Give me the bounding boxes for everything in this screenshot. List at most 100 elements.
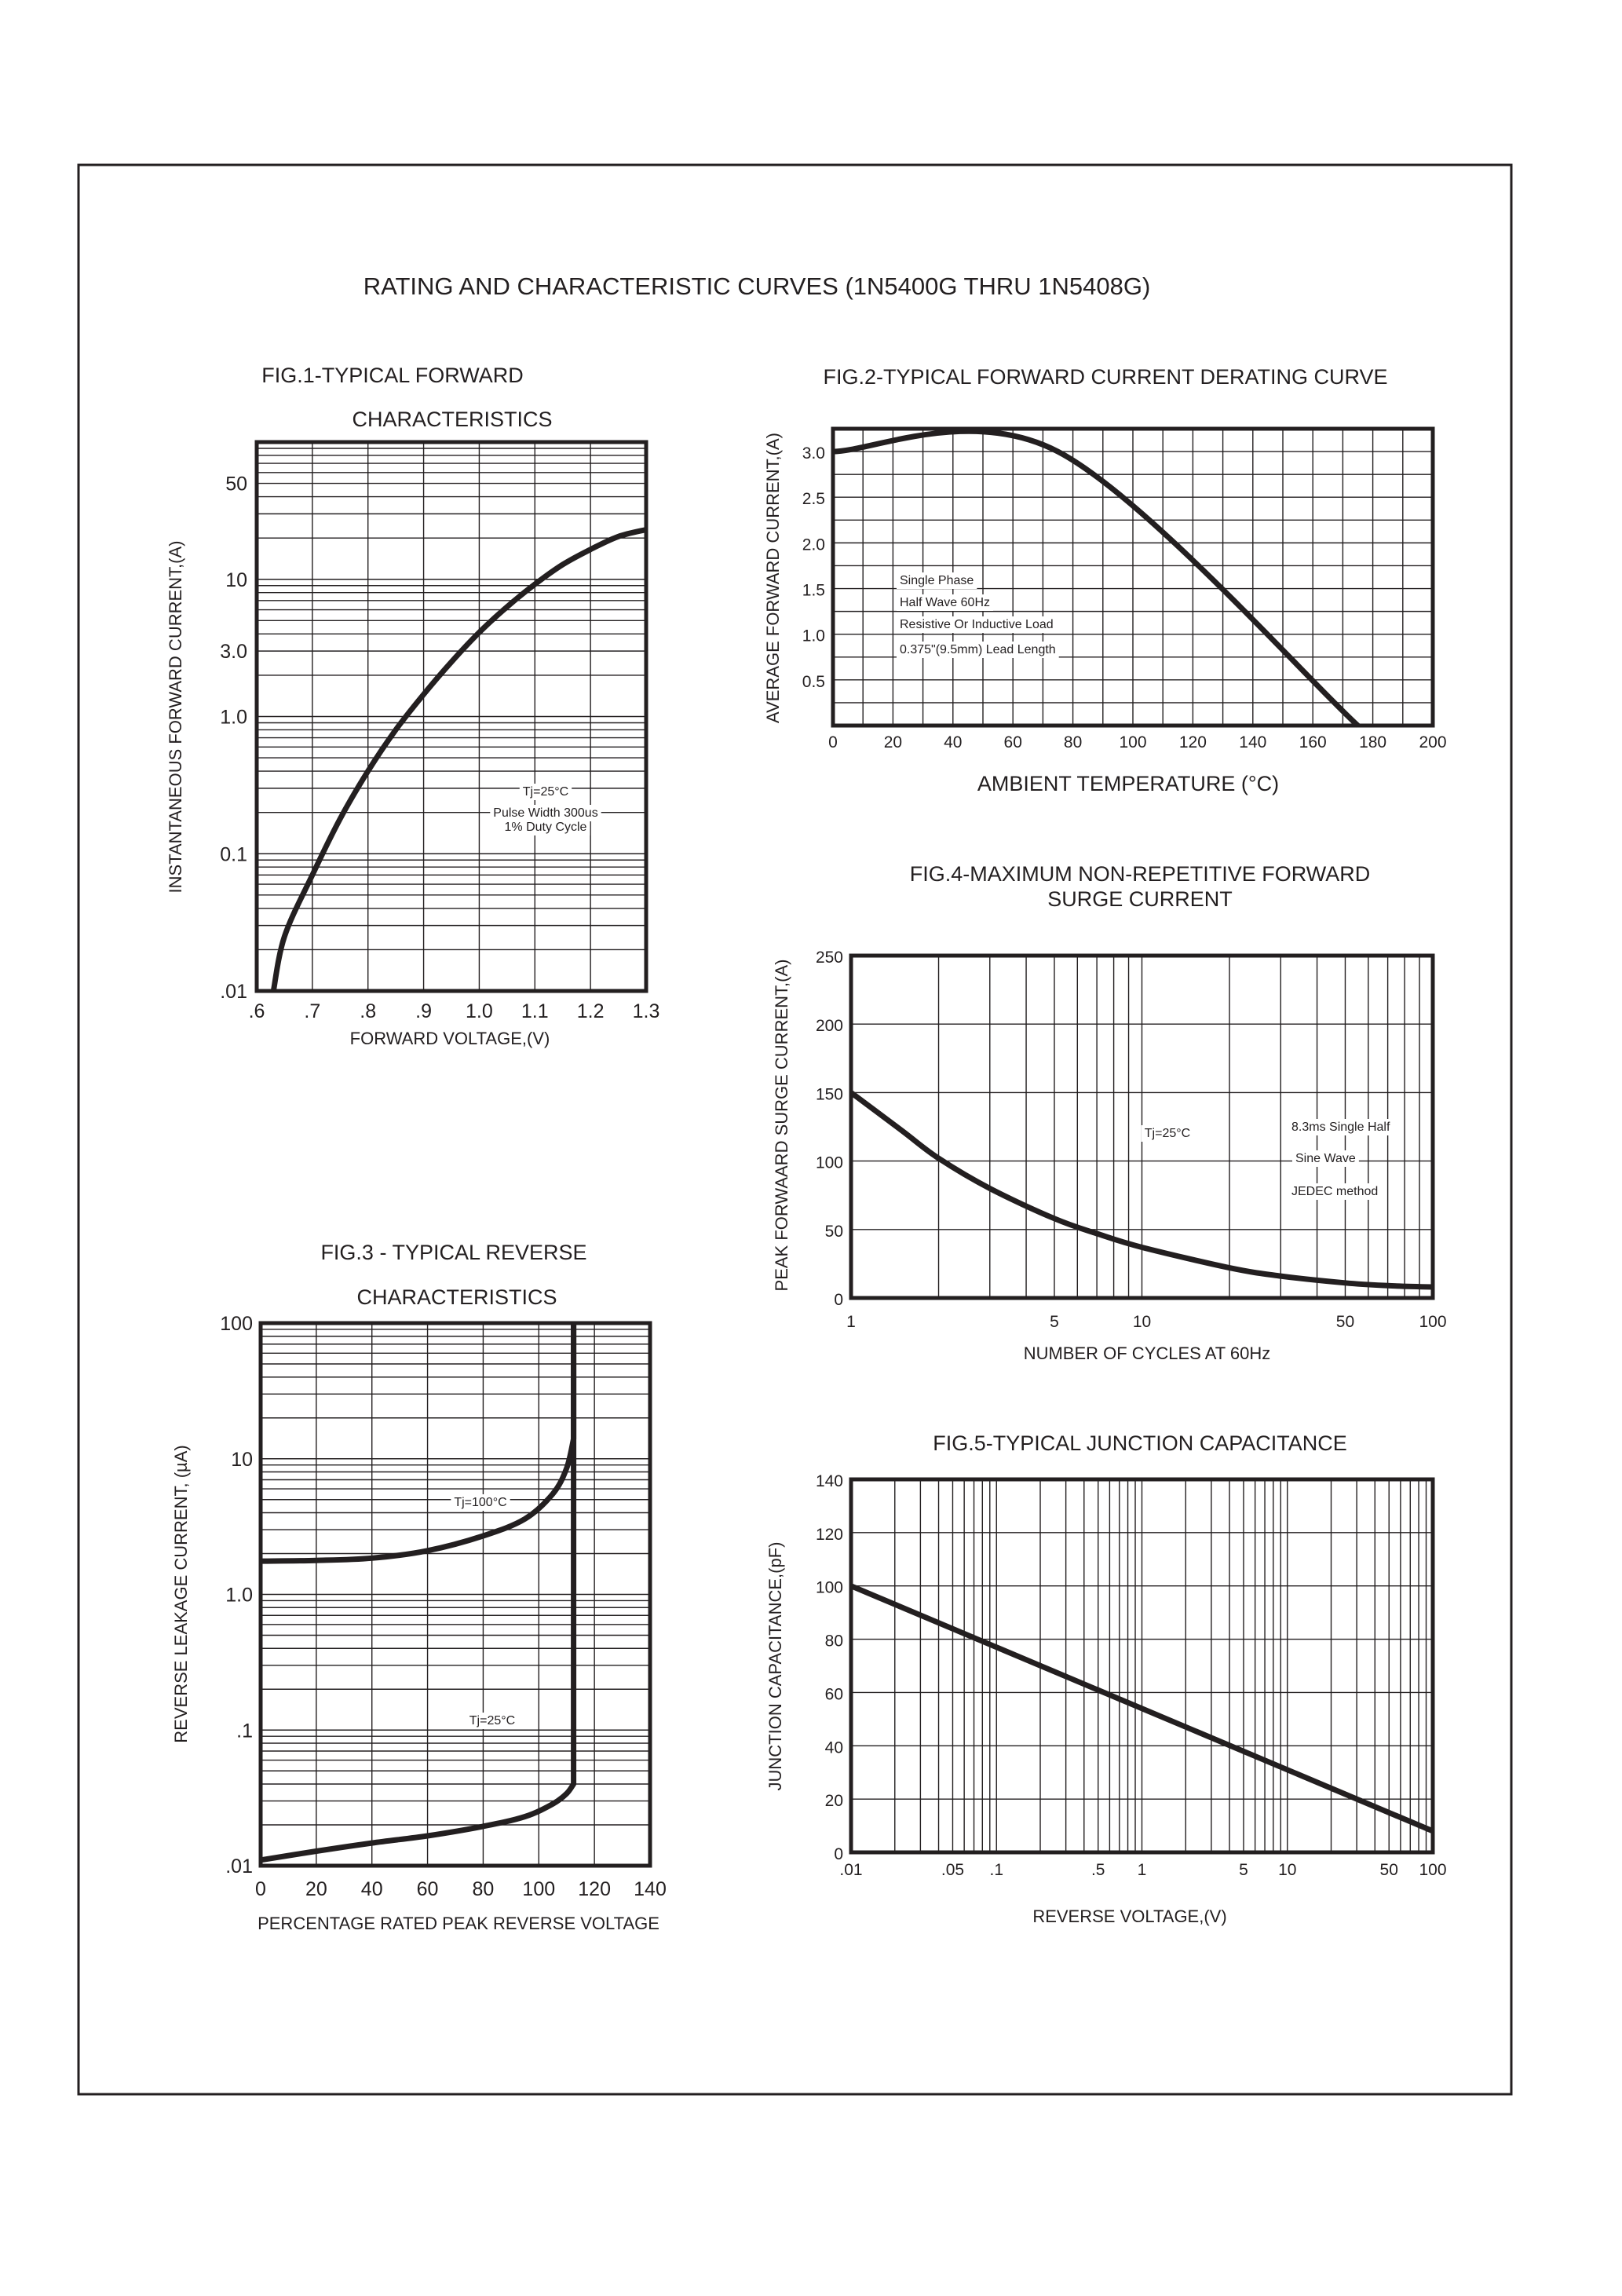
annotation-background xyxy=(466,1713,519,1729)
x-tick-label: 20 xyxy=(305,1878,327,1900)
annotation-background xyxy=(451,1494,510,1511)
y-tick-label: 10 xyxy=(231,1449,253,1471)
x-tick-label: 1 xyxy=(1138,1861,1147,1879)
chart-fig1: FIG.1-TYPICAL FORWARD CHARACTERISTICS Tj=2… xyxy=(166,364,659,1048)
x-tick-label: 120 xyxy=(1179,733,1207,751)
series-line-1 xyxy=(832,428,1360,728)
chart-title: FIG.4-MAXIMUM NON-REPETITIVE FORWARD xyxy=(910,862,1371,886)
x-tick-label: 10 xyxy=(1278,1861,1296,1879)
y-axis-label: AVERAGE FORWARD CURRENT,(A) xyxy=(763,433,783,723)
chart-title: FIG.1-TYPICAL FORWARD xyxy=(261,364,524,387)
annotation-background xyxy=(490,805,601,821)
x-tick-label: 60 xyxy=(417,1878,439,1900)
annotation-background xyxy=(1288,1119,1394,1135)
y-axis-label: JUNCTION CAPACITANCE,(pF) xyxy=(765,1542,785,1791)
y-tick-label: 60 xyxy=(825,1685,843,1703)
x-tick-label: 140 xyxy=(1239,733,1266,751)
x-tick-label: 1.1 xyxy=(521,1000,549,1022)
chart-annotation: Pulse Width 300us xyxy=(493,806,597,820)
x-tick-label: .01 xyxy=(839,1861,862,1879)
y-axis-label: INSTANTANEOUS FORWARD CURRENT,(A) xyxy=(166,541,185,894)
page-title: RATING AND CHARACTERISTIC CURVES (1N5400… xyxy=(363,272,1151,300)
plot-frame xyxy=(254,440,648,993)
y-tick-label: .1 xyxy=(236,1720,253,1742)
plot-frame xyxy=(831,426,1435,728)
x-tick-label: 5 xyxy=(1239,1861,1248,1879)
y-tick-label: 100 xyxy=(816,1154,843,1172)
annotation-background xyxy=(897,572,977,589)
x-tick-label: 80 xyxy=(1064,733,1082,751)
chart-annotation: JEDEC method xyxy=(1291,1185,1378,1198)
chart-title: CHARACTERISTICS xyxy=(356,1285,557,1309)
y-tick-label: 1.0 xyxy=(802,627,825,645)
y-tick-label: 10 xyxy=(225,569,247,591)
x-tick-label: 1.3 xyxy=(633,1000,660,1022)
chart-annotation: Tj=25°C xyxy=(523,785,568,799)
x-tick-label: 0 xyxy=(255,1878,266,1900)
x-tick-label: 180 xyxy=(1359,733,1386,751)
grid xyxy=(261,1323,650,1866)
x-axis-label: AMBIENT TEMPERATURE (°C) xyxy=(977,772,1279,795)
x-tick-label: 1.2 xyxy=(577,1000,605,1022)
annotation-background xyxy=(1141,1125,1194,1142)
x-tick-label: .8 xyxy=(360,1000,376,1022)
chart-annotation: Single Phase xyxy=(900,574,974,587)
chart-fig4: FIG.4-MAXIMUM NON-REPETITIVE FORWARDSURG… xyxy=(772,862,1447,1363)
y-axis-label: PEAK FORWAARD SURGE CURRENT,(A) xyxy=(772,960,791,1292)
chart-annotation: Half Wave 60Hz xyxy=(900,596,990,609)
annotation-background xyxy=(501,819,590,835)
x-tick-label: .05 xyxy=(941,1861,964,1879)
grid xyxy=(257,442,646,991)
x-tick-label: 5 xyxy=(1050,1313,1059,1331)
chart-annotation: 1% Duty Cycle xyxy=(505,821,587,834)
x-tick-label: 200 xyxy=(1419,733,1446,751)
y-tick-label: 0.1 xyxy=(220,843,247,865)
x-axis-label: NUMBER OF CYCLES AT 60Hz xyxy=(1024,1344,1271,1363)
y-tick-label: 2.0 xyxy=(802,536,825,554)
chart-fig2: FIG.2-TYPICAL FORWARD CURRENT DERATING C… xyxy=(763,365,1447,795)
x-tick-label: 1 xyxy=(846,1313,856,1331)
y-tick-label: 40 xyxy=(825,1738,843,1757)
x-tick-label: 100 xyxy=(1419,1313,1446,1331)
chart-annotation: Tj=100°C xyxy=(454,1496,506,1509)
x-tick-label: 100 xyxy=(522,1878,555,1900)
annotation-background xyxy=(1292,1150,1359,1167)
x-tick-label: .1 xyxy=(989,1861,1003,1879)
x-tick-label: 40 xyxy=(361,1878,383,1900)
chart-annotation: Resistive Or Inductive Load xyxy=(900,618,1054,631)
chart-annotation: Tj=25°C xyxy=(469,1714,515,1727)
page-border xyxy=(77,163,1513,2096)
series-line-1 xyxy=(270,527,647,992)
grid xyxy=(833,429,1433,726)
annotation-background xyxy=(897,642,1059,658)
y-tick-label: 1.0 xyxy=(225,1585,253,1607)
y-tick-label: 100 xyxy=(220,1313,253,1335)
x-tick-label: 1.0 xyxy=(466,1000,493,1022)
y-tick-label: 200 xyxy=(816,1017,843,1035)
annotation-background xyxy=(897,616,1057,633)
y-tick-label: 120 xyxy=(816,1526,843,1544)
series-line-1 xyxy=(260,1323,577,1564)
y-tick-label: 140 xyxy=(816,1472,843,1490)
plot-frame xyxy=(849,1477,1435,1855)
x-tick-label: 80 xyxy=(473,1878,495,1900)
plot-frame xyxy=(258,1321,652,1868)
x-tick-label: .7 xyxy=(304,1000,320,1022)
x-tick-label: 10 xyxy=(1133,1313,1151,1331)
y-tick-label: 50 xyxy=(225,473,247,495)
chart-title: FIG.3 - TYPICAL REVERSE xyxy=(320,1241,586,1264)
y-tick-label: 250 xyxy=(816,949,843,967)
x-tick-label: 120 xyxy=(578,1878,611,1900)
series-line-1 xyxy=(849,1090,1434,1290)
y-tick-label: .01 xyxy=(220,981,247,1003)
annotation-background xyxy=(1288,1183,1382,1200)
y-tick-label: 20 xyxy=(825,1792,843,1810)
series-line-2 xyxy=(260,1323,577,1863)
x-tick-label: 50 xyxy=(1380,1861,1398,1879)
y-tick-label: 3.0 xyxy=(802,444,825,462)
series-line-1 xyxy=(849,1583,1434,1834)
x-tick-label: 50 xyxy=(1336,1313,1354,1331)
chart-title: CHARACTERISTICS xyxy=(352,408,552,431)
y-tick-label: 1.0 xyxy=(220,707,247,729)
